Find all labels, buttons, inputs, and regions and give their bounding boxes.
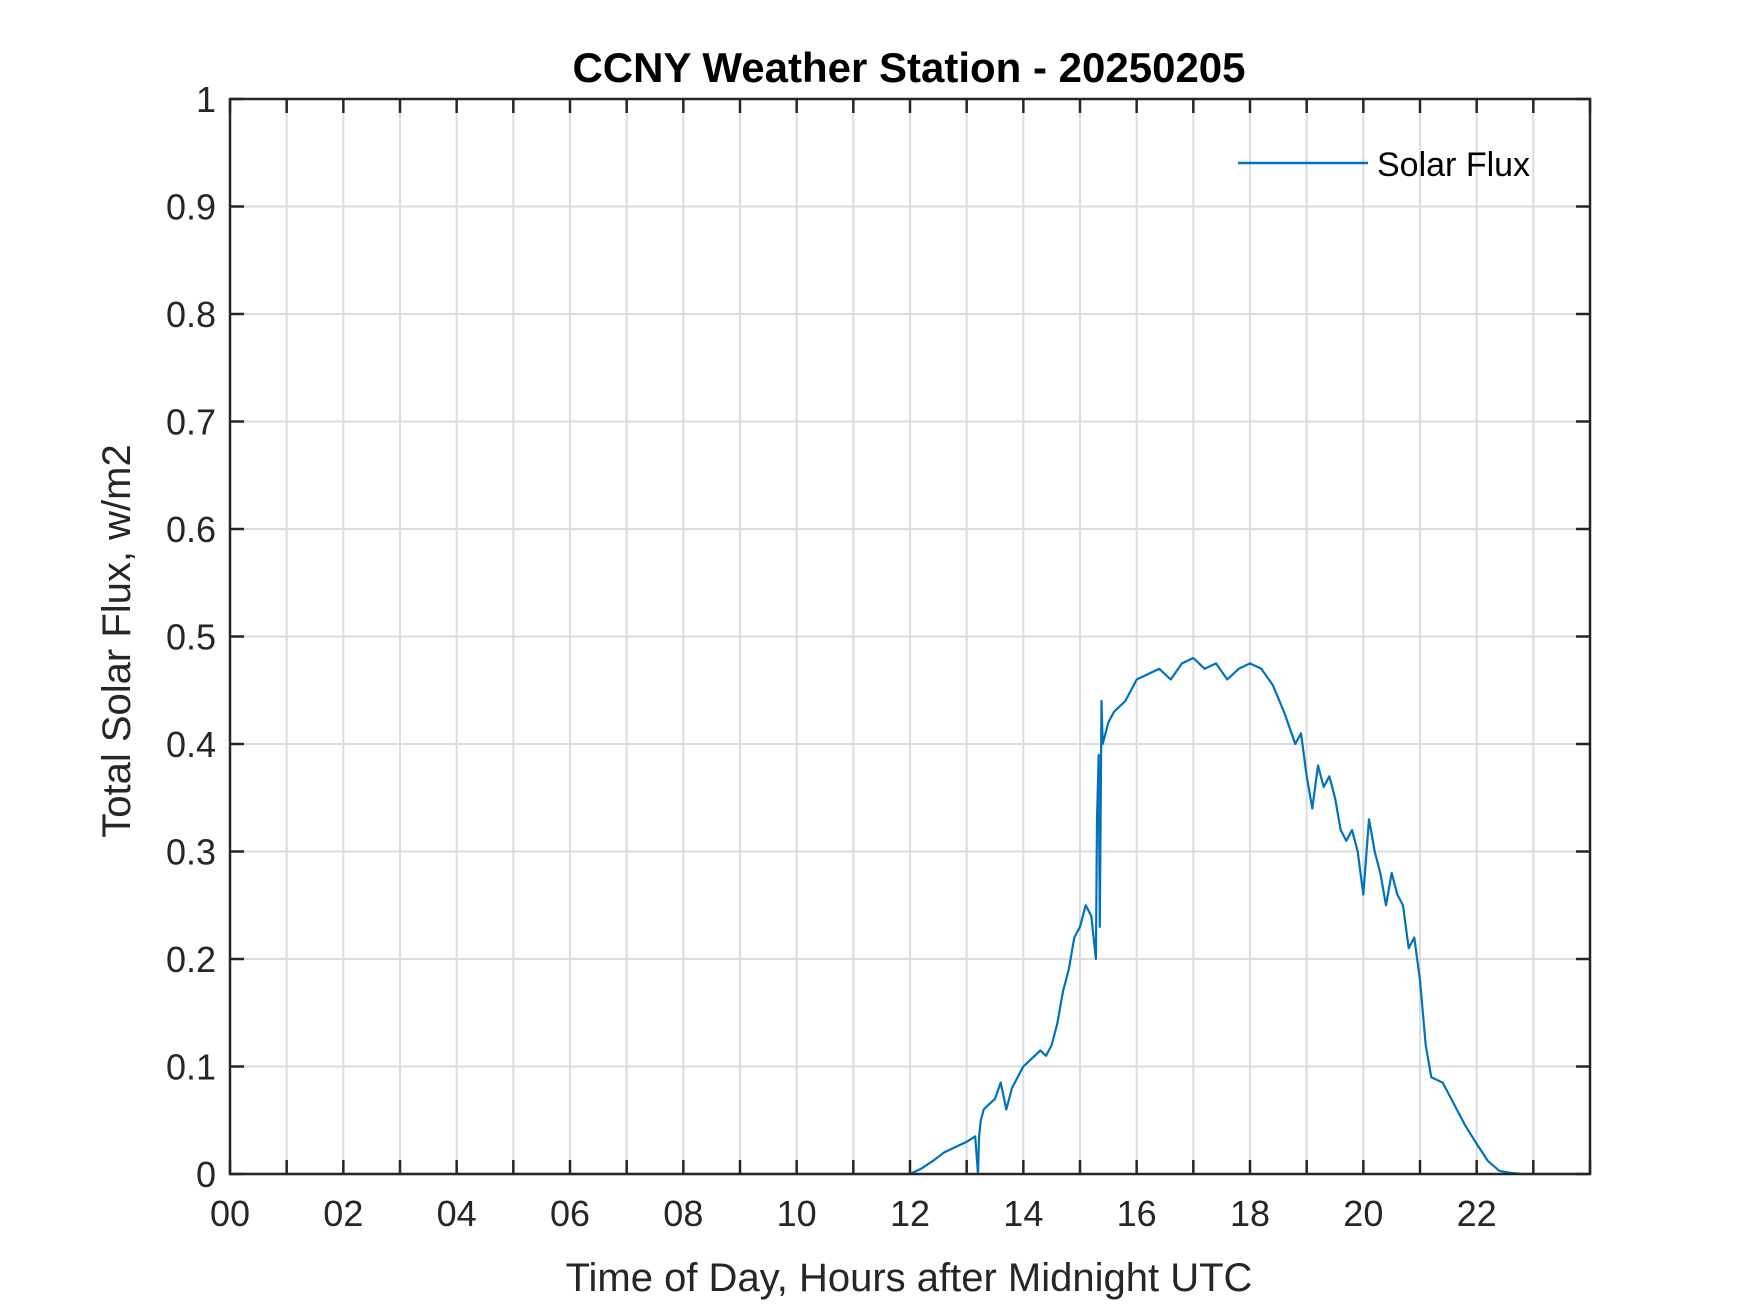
x-tick-label: 22 [1457,1193,1497,1234]
x-tick-label: 18 [1230,1193,1270,1234]
y-tick-label: 0.1 [166,1047,216,1088]
x-axis-label: Time of Day, Hours after Midnight UTC [566,1256,1253,1300]
x-tick-labels: 00 02 04 06 08 10 12 14 16 18 20 22 [210,1193,1497,1234]
x-tick-label: 08 [663,1193,703,1234]
x-tick-label: 02 [323,1193,363,1234]
x-tick-label: 12 [890,1193,930,1234]
y-tick-label: 0.4 [166,724,216,765]
y-tick-label: 0.7 [166,402,216,443]
y-axis-label: Total Solar Flux, w/m2 [95,444,139,837]
x-tick-label: 06 [550,1193,590,1234]
legend: Solar Flux [1238,146,1530,184]
x-tick-label: 10 [777,1193,817,1234]
y-tick-label: 0.2 [166,939,216,980]
x-tick-label: 14 [1003,1193,1043,1234]
y-tick-label: 0.6 [166,509,216,550]
x-tick-label: 16 [1117,1193,1157,1234]
legend-label: Solar Flux [1377,146,1530,184]
x-tick-label: 04 [437,1193,477,1234]
y-tick-label: 1 [196,79,216,120]
y-tick-label: 0.8 [166,294,216,335]
x-tick-label: 00 [210,1193,250,1234]
y-tick-label: 0.3 [166,832,216,873]
x-tick-label: 20 [1343,1193,1383,1234]
solar-flux-series-line [230,656,1590,1176]
grid-lines [229,98,1591,1175]
plot-frame [228,97,1592,1176]
chart-title: CCNY Weather Station - 20250205 [572,44,1245,91]
y-tick-label: 0 [196,1154,216,1195]
y-tick-label: 0.9 [166,187,216,228]
y-tick-labels: 0 0.1 0.2 0.3 0.4 0.5 0.6 0.7 0.8 0.9 1 [166,79,216,1195]
y-tick-label: 0.5 [166,617,216,658]
